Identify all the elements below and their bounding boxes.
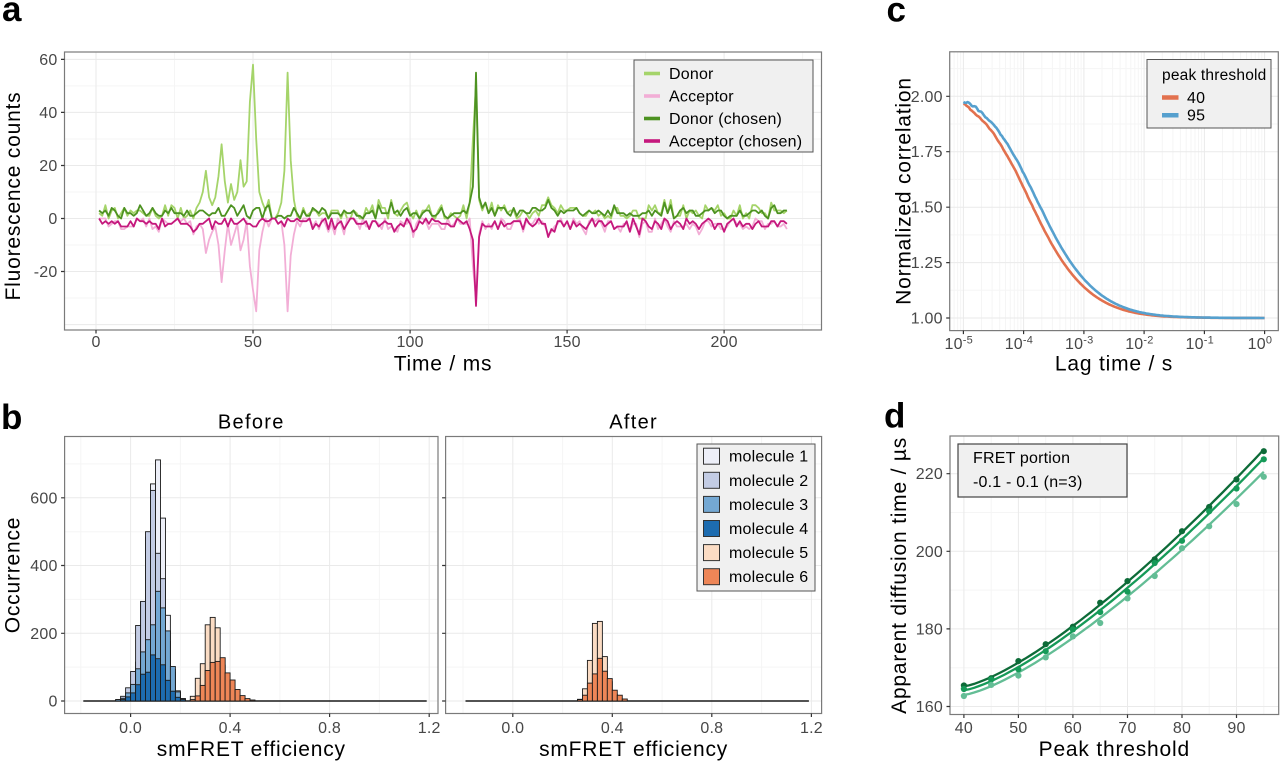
svg-text:0: 0 bbox=[91, 334, 100, 351]
svg-text:Time / ms: Time / ms bbox=[394, 353, 493, 376]
svg-text:Lag time / s: Lag time / s bbox=[1055, 353, 1173, 376]
svg-text:Acceptor (chosen): Acceptor (chosen) bbox=[669, 134, 802, 151]
svg-text:60: 60 bbox=[39, 52, 57, 69]
svg-text:1.75: 1.75 bbox=[911, 144, 943, 161]
svg-text:100: 100 bbox=[396, 334, 423, 351]
svg-text:c: c bbox=[887, 0, 906, 30]
svg-text:200: 200 bbox=[30, 626, 57, 643]
svg-text:Before: Before bbox=[218, 412, 285, 434]
svg-text:molecule 3: molecule 3 bbox=[729, 497, 808, 514]
svg-text:0.8: 0.8 bbox=[700, 720, 723, 737]
svg-text:Occurrence: Occurrence bbox=[2, 517, 25, 634]
svg-text:0.0: 0.0 bbox=[119, 720, 142, 737]
svg-text:1.00: 1.00 bbox=[911, 311, 943, 328]
svg-text:a: a bbox=[2, 0, 22, 29]
svg-text:600: 600 bbox=[30, 490, 57, 507]
svg-text:-0.1 - 0.1 (n=3): -0.1 - 0.1 (n=3) bbox=[973, 474, 1082, 491]
svg-text:FRET portion: FRET portion bbox=[973, 450, 1070, 467]
svg-text:1.50: 1.50 bbox=[911, 200, 943, 217]
svg-text:2.00: 2.00 bbox=[911, 89, 943, 106]
svg-text:b: b bbox=[1, 398, 22, 437]
svg-text:95: 95 bbox=[1187, 108, 1205, 125]
svg-text:50: 50 bbox=[244, 334, 262, 351]
svg-text:molecule 1: molecule 1 bbox=[729, 449, 808, 466]
svg-text:150: 150 bbox=[553, 334, 580, 351]
svg-text:molecule 5: molecule 5 bbox=[729, 545, 808, 562]
svg-text:smFRET efficiency: smFRET efficiency bbox=[157, 738, 346, 761]
svg-text:90: 90 bbox=[1227, 720, 1245, 737]
svg-text:200: 200 bbox=[916, 544, 943, 561]
svg-text:molecule 6: molecule 6 bbox=[729, 569, 808, 586]
svg-text:20: 20 bbox=[39, 158, 57, 175]
svg-text:peak threshold: peak threshold bbox=[1162, 67, 1266, 84]
svg-text:Donor: Donor bbox=[669, 66, 714, 83]
svg-text:0: 0 bbox=[48, 211, 57, 228]
svg-text:40: 40 bbox=[1187, 90, 1205, 107]
svg-text:Apparent diffusion time / µs: Apparent diffusion time / µs bbox=[888, 437, 911, 714]
svg-text:70: 70 bbox=[1118, 720, 1136, 737]
svg-text:1.25: 1.25 bbox=[911, 255, 943, 272]
svg-text:1.2: 1.2 bbox=[800, 720, 823, 737]
svg-text:Peak threshold: Peak threshold bbox=[1039, 738, 1190, 761]
svg-text:Normalized correlation: Normalized correlation bbox=[893, 77, 916, 305]
svg-text:50: 50 bbox=[1009, 720, 1027, 737]
svg-text:180: 180 bbox=[916, 621, 943, 638]
svg-text:Fluorescence counts: Fluorescence counts bbox=[2, 92, 25, 301]
svg-text:400: 400 bbox=[30, 558, 57, 575]
svg-text:0.4: 0.4 bbox=[601, 720, 624, 737]
svg-text:220: 220 bbox=[916, 466, 943, 483]
svg-text:molecule 2: molecule 2 bbox=[729, 473, 808, 490]
svg-text:200: 200 bbox=[710, 334, 737, 351]
svg-text:0.0: 0.0 bbox=[501, 720, 524, 737]
svg-text:80: 80 bbox=[1173, 720, 1191, 737]
svg-text:0: 0 bbox=[48, 694, 57, 711]
svg-text:0.8: 0.8 bbox=[318, 720, 341, 737]
svg-text:smFRET efficiency: smFRET efficiency bbox=[539, 738, 728, 761]
svg-text:40: 40 bbox=[955, 720, 973, 737]
svg-text:60: 60 bbox=[1064, 720, 1082, 737]
svg-text:40: 40 bbox=[39, 105, 57, 122]
svg-text:-20: -20 bbox=[34, 264, 58, 281]
svg-text:molecule 4: molecule 4 bbox=[729, 521, 808, 538]
svg-text:Donor (chosen): Donor (chosen) bbox=[669, 111, 782, 128]
svg-text:d: d bbox=[884, 397, 905, 436]
svg-text:0.4: 0.4 bbox=[219, 720, 242, 737]
svg-text:Acceptor: Acceptor bbox=[669, 89, 734, 106]
svg-text:1.2: 1.2 bbox=[418, 720, 441, 737]
svg-text:After: After bbox=[609, 412, 658, 434]
svg-text:160: 160 bbox=[916, 699, 943, 716]
